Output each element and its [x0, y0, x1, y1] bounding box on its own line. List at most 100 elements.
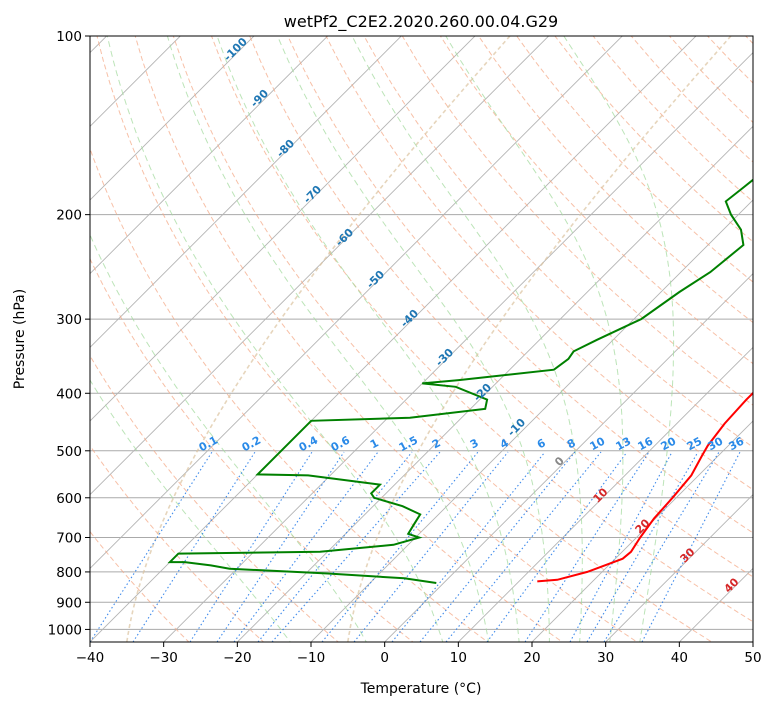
adiabat-label: -20	[471, 381, 494, 404]
profile-series	[167, 178, 753, 584]
mixing-ratio-label: 6	[535, 436, 548, 451]
y-tick-label: 800	[56, 565, 82, 581]
mixing-ratio-label: 25	[685, 435, 705, 454]
isotherm-line	[310, 199, 753, 642]
x-tick-label: −40	[76, 650, 105, 666]
isotherm-line	[90, 36, 255, 201]
isotherm-line	[90, 36, 623, 569]
mixing-ratio-line	[321, 451, 479, 642]
moist-adiabat-line	[166, 36, 490, 642]
x-tick-label: 30	[597, 650, 614, 666]
mixing-ratio-line	[524, 451, 650, 642]
isotherm-line	[90, 36, 697, 642]
x-tick-label: 50	[744, 650, 761, 666]
isotherm-line	[531, 420, 753, 642]
dry-adiabat-line	[516, 36, 753, 283]
dry-adiabat-line	[90, 257, 414, 642]
mixing-ratio-label: 10	[588, 434, 608, 453]
dry-adiabat-line	[478, 36, 753, 324]
mixing-ratio-line	[603, 451, 720, 642]
mixing-ratio-line	[132, 451, 256, 642]
adiabat-label: -60	[333, 226, 356, 249]
mixing-ratio-line	[189, 451, 313, 642]
dry-adiabat-line	[90, 530, 190, 642]
x-tick-label: −10	[297, 650, 326, 666]
isotherm-line	[0, 9, 60, 654]
isotherm-line	[605, 494, 753, 642]
moist-adiabat-line	[90, 379, 291, 642]
moist-adiabat-line	[277, 36, 550, 642]
adiabat-label: -100	[221, 35, 250, 64]
dry-adiabat-line	[401, 36, 753, 406]
dry-adiabat-line	[172, 36, 713, 642]
adiabat-label: 20	[633, 516, 653, 536]
mixing-ratio-line	[90, 451, 213, 642]
isotherm-line	[90, 36, 181, 127]
moist-adiabat-line	[351, 36, 583, 642]
moist-adiabat-line	[216, 36, 520, 642]
isotherm-line	[163, 52, 753, 642]
mixing-ratio-label: 30	[706, 434, 726, 453]
isotherm-line	[90, 36, 476, 422]
x-tick-label: 40	[671, 650, 688, 666]
adiabat-label: 30	[678, 545, 698, 565]
dry-adiabat-line	[287, 36, 753, 534]
isotherm-line	[90, 36, 402, 348]
isotherm-line	[90, 36, 329, 275]
y-tick-label: 1000	[48, 622, 82, 638]
x-axis-label: Temperature (°C)	[360, 681, 482, 697]
dry-adiabat-line	[96, 36, 564, 642]
chart-title: wetPf2_C2E2.2020.260.00.04.G29	[284, 12, 558, 32]
moist-adiabat-line	[563, 36, 675, 642]
y-tick-label: 400	[56, 386, 82, 402]
reference-curve	[126, 36, 511, 642]
adiabat-label: -50	[364, 268, 387, 291]
moist-adiabat-line	[445, 36, 624, 642]
dry-adiabat-line	[706, 36, 753, 84]
y-axis-label: Pressure (hPa)	[12, 289, 28, 389]
x-tick-label: −30	[149, 650, 178, 666]
mixing-ratio-label: 16	[636, 434, 656, 453]
y-tick-label: 500	[56, 444, 82, 460]
adiabat-label: -90	[248, 87, 271, 110]
plot-frame	[89, 35, 754, 643]
y-tick-label: 700	[56, 531, 82, 547]
mixing-ratio-line	[391, 451, 546, 642]
y-tick-label: 300	[56, 312, 82, 328]
adiabat-label: -70	[301, 183, 324, 206]
x-tick-label: 0	[380, 650, 389, 666]
mixing-ratio-label: 1	[368, 436, 381, 451]
mixing-ratio-label: 36	[727, 434, 747, 453]
mixing-ratio-line	[353, 451, 509, 642]
curve-labels: 0.1 0.2 0.4 0.6 1 1.5 2 3 4 6 8 10 13 16 20 25 30 36-100-…	[197, 35, 747, 596]
reference-curve	[347, 36, 732, 642]
mixing-ratio-line	[641, 451, 741, 642]
y-tick-label: 200	[56, 208, 82, 224]
x-tick-label: −20	[223, 650, 252, 666]
dry-adiabat-line	[758, 9, 775, 654]
dry-adiabat-line	[668, 36, 753, 124]
mixing-ratio-label: 20	[659, 434, 679, 453]
dry-adiabat-line	[249, 36, 753, 578]
mixing-ratio-line	[486, 451, 628, 642]
adiabat-label: -40	[398, 307, 421, 330]
y-tick-label: 100	[56, 29, 82, 45]
moist-adiabat-line	[90, 233, 367, 642]
background-lines	[0, 9, 775, 654]
adiabat-label: 40	[722, 575, 742, 595]
dry-adiabat-line	[745, 36, 753, 45]
mixing-ratio-line	[257, 451, 413, 642]
dry-adiabat-line	[210, 36, 753, 623]
mixing-ratio-label: 13	[614, 435, 634, 454]
adiabat-label: -80	[274, 137, 297, 160]
dry-adiabat-line	[90, 354, 339, 642]
isotherm-line	[90, 36, 550, 496]
x-tick-label: 10	[450, 650, 467, 666]
adiabat-label: 10	[591, 485, 611, 505]
dry-adiabat-line	[90, 444, 265, 642]
mixing-ratio-line	[419, 451, 576, 642]
isotherm-line	[236, 125, 753, 642]
axis-ticks: −40 −30 −20 −10 0 10 20 30 40 50 100 200 300 400 500 60…	[48, 29, 762, 666]
x-tick-label: 20	[523, 650, 540, 666]
